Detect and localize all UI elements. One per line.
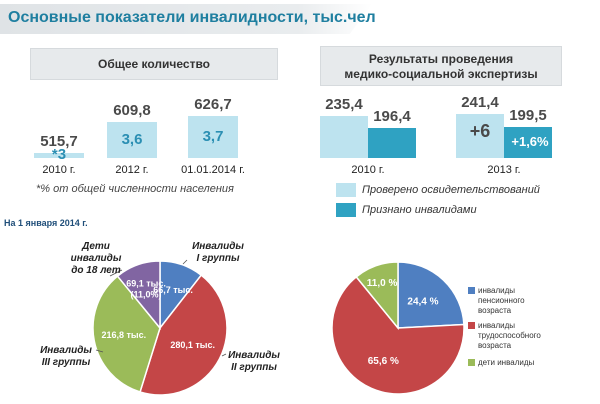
pie2-legend-working-3: возраста [478,341,512,350]
pie-groups-slice-2 [92,275,161,393]
bar-total-2 [188,116,238,158]
pie-chart-age: 24,4 % 65,6 % 11,0 % [331,261,465,395]
pie2-legend-working-2: трудоспособного [478,331,541,340]
bar-mse-0-1 [368,127,416,158]
bar-total-value-0: 515,7 [40,132,78,150]
date-label: На 1 января 2014 г. [4,218,88,228]
pie-age-slice-label-2: 11,0 % [367,278,398,289]
bar-mse-value-1-0: 241,4 [461,93,499,111]
legend-swatch-recognized [336,203,356,217]
pie-age-slice-label-1: 65,6 % [368,356,399,367]
panel-mse-title-1: Результаты проведения [368,52,514,66]
pie2-legend-pension-2: пенсионного [478,296,525,305]
bar-mse-category-1: 2013 г. [487,164,521,176]
bar-total-1 [107,121,157,158]
bar-mse-value-1-1: 199,5 [509,106,547,124]
panel-total-header: Общее количество [30,48,278,80]
pie-label-group3-line1: Инвалиды [40,345,92,356]
pie-label-group1: Инвалиды I группы [188,241,248,265]
bar-total-category-1: 2012 г. [115,164,149,176]
pie-groups-slice-label-1: 280,1 тыс. [170,340,215,350]
pie-groups-slice-label-0: 66,7 тыс. [153,285,193,295]
pie-age-slice-label-0: 24,4 % [407,297,438,308]
bar-total-inner-1: 3,6 [121,130,143,148]
pie-label-group1-line1: Инвалиды [192,241,244,252]
pie-label-group2-line1: Инвалиды [228,350,280,361]
page-title: Основные показатели инвалидности, тыс.че… [8,9,376,26]
bar-total-inner-0: *3 [51,146,67,164]
pie2-legend-swatch-working [468,322,475,329]
pie-groups-slice-label-3-b: (11,0%) [131,289,162,299]
bar-total-category-0: 2010 г. [42,164,76,176]
panel-total-title: Общее количество [97,57,210,71]
pie2-legend-pension-1: инвалиды [478,286,516,295]
legend-label-checked: Проверено освидетельствований [362,184,540,196]
bar-mse-value-0-0: 235,4 [325,95,363,113]
pie-label-group1-line2: I группы [196,253,240,264]
pie2-legend-label-pension: инвалиды пенсионного возраста [478,286,525,316]
pie-age-slice-1 [331,275,465,395]
pie-groups-slice-3 [116,260,161,331]
panel-mse-title-2: медико-социальной экспертизы [344,67,538,81]
population-note: *% от общей численности населения [36,183,234,195]
bar-mse-0-0 [320,115,368,158]
panel-mse-header: Результаты проведения медико-социальной … [320,46,562,86]
bar-mse-inner-0: +6 [469,121,491,141]
bar-mse-1-0 [456,113,504,158]
pie2-legend-swatch-kids [468,359,475,366]
pie-label-kids-line3: до 18 лет [71,265,121,276]
pie-groups-slice-label-2: 216,8 тыс. [102,330,147,340]
pie-label-group3: Инвалиды III группы [36,345,96,369]
pie-label-group2-line2: II группы [231,362,277,373]
bar-total-category-2: 01.01.2014 г. [181,164,245,176]
pie-label-group2: Инвалиды II группы [224,350,284,374]
bar-mse-inner-1: +1,6% [511,134,549,149]
pie-groups-slice-label-3: 69,1 тыс. [126,278,166,288]
pie2-legend-working-1: инвалиды [478,321,516,330]
pie-label-kids: Дети инвалиды до 18 лет [66,241,126,277]
bar-total-value-1: 609,8 [113,101,151,119]
bar-total-value-2: 626,7 [194,96,232,114]
legend-label-recognized: Признано инвалидами [362,204,477,216]
pie2-legend-swatch-pension [468,287,475,294]
legend-swatch-checked [336,183,356,197]
pie-age-slice-2 [355,261,399,331]
pie-label-group3-line2: III группы [41,357,91,368]
pie-groups-slice-1 [139,274,228,396]
pie-label-kids-line2: инвалиды [70,253,122,264]
pie2-legend-label-working: инвалиды трудоспособного возраста [478,321,541,351]
pie2-legend-pension-3: возраста [478,306,512,315]
bar-mse-category-0: 2010 г. [351,164,385,176]
pie-age-slice-0 [397,261,465,329]
pie-label-kids-line1: Дети [82,241,110,252]
bar-total-0 [34,152,84,158]
bar-total-inner-2: 3,7 [202,128,224,146]
pie-chart-groups: 66,7 тыс. 280,1 тыс. 216,8 тыс. 69,1 тыс.(1… [92,259,228,396]
title-banner [0,4,372,34]
bar-mse-1-1 [504,126,552,158]
pie2-legend-label-kids: дети инвалиды [478,358,535,367]
bar-mse-value-0-1: 196,4 [373,107,411,125]
